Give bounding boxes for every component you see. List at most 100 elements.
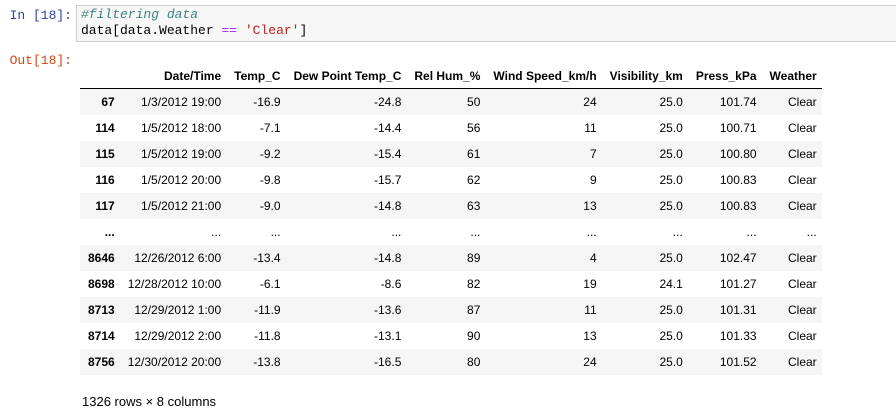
cell-dewpoint: ... xyxy=(391,225,402,239)
table-row: ........................... xyxy=(80,219,822,245)
code-suffix: ] xyxy=(299,23,308,38)
cell-dewpoint: -13.6 xyxy=(374,303,402,317)
cell-row-index: 115 xyxy=(95,147,115,161)
cell-windspeed: 19 xyxy=(583,277,597,291)
cell-windspeed: 24 xyxy=(583,95,597,109)
table-row: 8713 12/29/2012 1:00 -11.9 -13.6 87 11 25.0 101… xyxy=(80,297,822,323)
cell-visibility: 25.0 xyxy=(659,199,683,213)
output-prompt: Out[18]: xyxy=(9,53,72,68)
code-operator: == xyxy=(221,23,238,38)
code-line-2: data[data.Weather == 'Clear'] xyxy=(81,23,896,39)
cell-dewpoint: -14.4 xyxy=(374,121,402,135)
header-pressure: Press_kPa xyxy=(687,64,762,89)
cell-visibility: 24.1 xyxy=(659,277,683,291)
table-row: 8646 12/26/2012 6:00 -13.4 -14.8 89 4 25.0 102.… xyxy=(80,245,822,271)
cell-relhum: 61 xyxy=(467,147,481,161)
cell-windspeed: 9 xyxy=(589,173,597,187)
cell-windspeed: 24 xyxy=(583,355,597,369)
cell-row-index: 114 xyxy=(95,121,115,135)
output-area: Date/Time Temp_C Dew Point Temp_C Rel Hu… xyxy=(80,64,822,375)
input-prompt: In [18]: xyxy=(9,8,72,23)
cell-datetime: 12/26/2012 6:00 xyxy=(134,251,222,265)
cell-relhum: 80 xyxy=(467,355,481,369)
cell-windspeed: 7 xyxy=(589,147,597,161)
code-cell-input[interactable]: #filtering data data[data.Weather == 'Cl… xyxy=(76,5,896,42)
cell-visibility: 25.0 xyxy=(659,95,683,109)
cell-pressure: ... xyxy=(746,225,757,239)
cell-visibility: 25.0 xyxy=(659,147,683,161)
cell-dewpoint: -16.5 xyxy=(374,355,402,369)
cell-windspeed: 13 xyxy=(583,199,597,213)
cell-datetime: 12/28/2012 10:00 xyxy=(127,277,222,291)
cell-windspeed: 11 xyxy=(584,303,597,317)
cell-row-index: 8698 xyxy=(88,277,115,291)
code-space xyxy=(237,23,245,38)
cell-dewpoint: -15.4 xyxy=(374,147,402,161)
cell-pressure: 100.80 xyxy=(719,147,757,161)
cell-relhum: 82 xyxy=(467,277,481,291)
cell-weather: Clear xyxy=(788,251,817,265)
cell-dewpoint: -13.1 xyxy=(374,329,402,343)
cell-visibility: 25.0 xyxy=(659,329,683,343)
table-row: 117 1/5/2012 21:00 -9.0 -14.8 63 13 25.0 100.83… xyxy=(80,193,822,219)
header-row: Date/Time Temp_C Dew Point Temp_C Rel Hu… xyxy=(80,64,822,89)
header-index xyxy=(80,64,120,89)
cell-row-index: 8756 xyxy=(88,355,115,369)
cell-weather: Clear xyxy=(788,303,817,317)
table-row: 8756 12/30/2012 20:00 -13.8 -16.5 80 24 25.0 10… xyxy=(80,349,822,375)
cell-visibility: ... xyxy=(672,225,683,239)
cell-relhum: 62 xyxy=(467,173,481,187)
cell-weather: Clear xyxy=(788,199,817,213)
cell-dewpoint: -14.8 xyxy=(374,251,402,265)
cell-temp: -9.8 xyxy=(259,173,281,187)
header-windspeed: Wind Speed_km/h xyxy=(485,64,602,89)
cell-temp: -6.1 xyxy=(259,277,281,291)
cell-datetime: 1/5/2012 20:00 xyxy=(141,173,222,187)
cell-weather: Clear xyxy=(788,121,817,135)
code-comment: #filtering data xyxy=(81,7,199,22)
cell-pressure: 101.33 xyxy=(719,329,757,343)
cell-datetime: 1/5/2012 21:00 xyxy=(141,199,222,213)
cell-relhum: ... xyxy=(470,225,481,239)
cell-temp: -11.8 xyxy=(254,329,281,343)
cell-dewpoint: -24.8 xyxy=(374,95,402,109)
cell-row-index: 67 xyxy=(101,95,115,109)
cell-temp: -9.2 xyxy=(259,147,281,161)
cell-windspeed: 4 xyxy=(589,251,597,265)
code-expression: data[data.Weather xyxy=(81,23,222,38)
cell-row-index: 8714 xyxy=(88,329,115,343)
cell-visibility: 25.0 xyxy=(659,251,683,265)
cell-windspeed: ... xyxy=(586,225,597,239)
cell-row-index: ... xyxy=(104,225,115,239)
cell-datetime: 12/29/2012 1:00 xyxy=(134,303,222,317)
cell-relhum: 56 xyxy=(467,121,481,135)
cell-pressure: 101.27 xyxy=(719,277,757,291)
code-line-1: #filtering data xyxy=(81,7,896,23)
cell-temp: -16.9 xyxy=(253,95,281,109)
cell-relhum: 89 xyxy=(467,251,481,265)
cell-temp: -13.4 xyxy=(253,251,281,265)
cell-pressure: 100.83 xyxy=(719,199,757,213)
cell-dewpoint: -15.7 xyxy=(374,173,402,187)
table-row: 115 1/5/2012 19:00 -9.2 -15.4 61 7 25.0 100.80 C… xyxy=(80,141,822,167)
cell-pressure: 100.71 xyxy=(719,121,757,135)
cell-weather: Clear xyxy=(788,355,817,369)
code-string: 'Clear' xyxy=(244,23,300,38)
cell-pressure: 101.52 xyxy=(719,355,757,369)
table-row: 8698 12/28/2012 10:00 -6.1 -8.6 82 19 24.1 101.… xyxy=(80,271,822,297)
cell-datetime: 12/29/2012 2:00 xyxy=(134,329,222,343)
cell-weather: Clear xyxy=(788,277,817,291)
table-row: 8714 12/29/2012 2:00 -11.8 -13.1 90 13 25.0 101… xyxy=(80,323,822,349)
cell-datetime: 1/5/2012 19:00 xyxy=(141,147,222,161)
cell-pressure: 102.47 xyxy=(719,251,757,265)
cell-relhum: 63 xyxy=(467,199,481,213)
cell-weather: Clear xyxy=(788,173,817,187)
header-dewpoint: Dew Point Temp_C xyxy=(285,64,407,89)
cell-weather: Clear xyxy=(788,147,817,161)
cell-row-index: 116 xyxy=(95,173,115,187)
cell-datetime: ... xyxy=(211,225,222,239)
cell-datetime: 1/5/2012 18:00 xyxy=(141,121,222,135)
cell-row-index: 8646 xyxy=(88,251,115,265)
cell-weather: ... xyxy=(806,225,817,239)
header-weather: Weather xyxy=(761,64,822,89)
